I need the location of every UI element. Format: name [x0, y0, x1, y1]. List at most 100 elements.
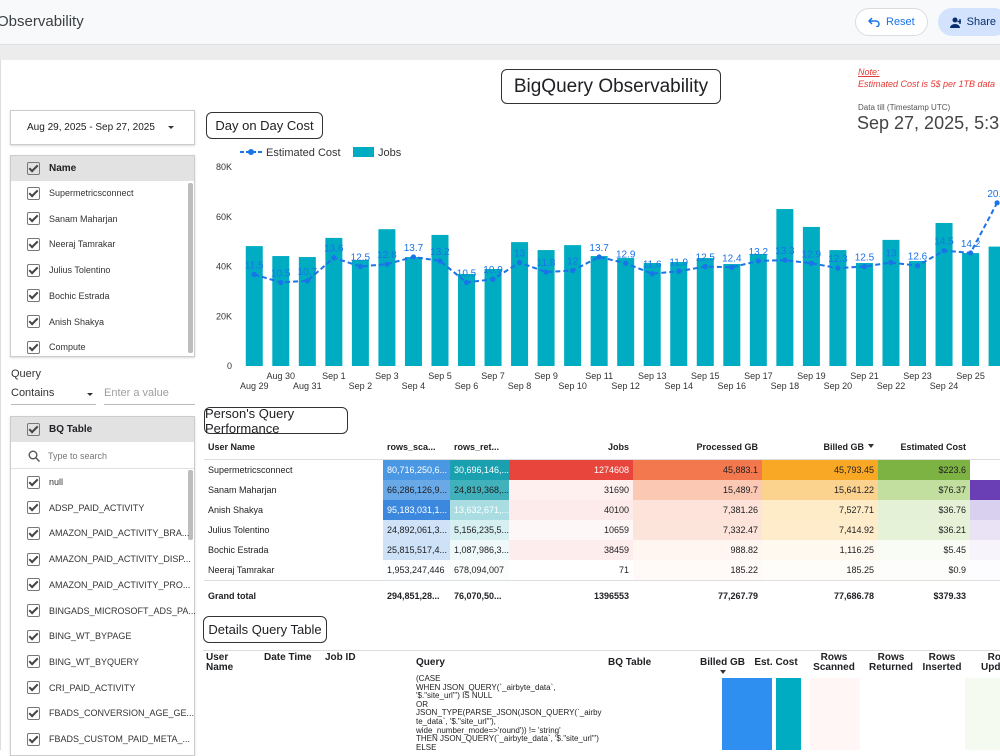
checkbox — [27, 552, 40, 566]
search-icon — [28, 450, 40, 462]
column-header[interactable]: Query — [416, 658, 496, 668]
column-header[interactable]: Rows Updated — [979, 653, 1000, 673]
bq-table-option[interactable]: FBADS_CUSTOM_PAID_META_... — [11, 729, 190, 749]
search-placeholder: Type to search — [48, 451, 108, 461]
bq-table-option[interactable]: CRI_PAID_ACTIVITY — [11, 678, 135, 698]
name-option[interactable]: Sanam Maharjan — [11, 209, 118, 229]
column-header[interactable]: User Name — [206, 653, 256, 673]
scrollbar[interactable] — [188, 183, 193, 353]
x-tick-label: Sep 13 — [638, 371, 667, 381]
bar — [829, 250, 847, 366]
bq-table-option[interactable]: ADSP_PAID_ACTIVITY — [11, 498, 144, 518]
column-header[interactable]: Rows Scanned — [811, 653, 857, 673]
name-option[interactable]: Supermetricsconnect — [11, 183, 134, 203]
query-line: te_data`, '$."site_url"'), — [416, 716, 496, 726]
column-header-label: Rows Returned — [869, 652, 913, 673]
table-cell: Anish Shakya — [208, 505, 264, 515]
bq-table-option[interactable]: AMAZON_PAID_ACTIVITY_BRA... — [11, 523, 189, 543]
column-header[interactable]: Rows Returned — [865, 653, 917, 673]
name-option-label: Neeraj Tamrakar — [49, 239, 116, 250]
column-header[interactable]: User Name — [204, 435, 383, 460]
search-box[interactable]: Type to search — [11, 444, 194, 469]
bar — [272, 256, 290, 366]
legend-swatch — [353, 147, 374, 157]
name-option[interactable]: Bochic Estrada — [11, 286, 110, 306]
bq-table-option[interactable]: BING_WT_BYPAGE — [11, 626, 131, 646]
checkbox — [27, 212, 40, 226]
name-option-label: Julius Tolentino — [49, 265, 111, 276]
reset-button[interactable]: Reset — [855, 8, 928, 36]
name-filter-header[interactable]: Name — [11, 156, 194, 181]
column-header-label: BQ Table — [608, 657, 652, 668]
share-label: Share — [966, 16, 996, 28]
y-tick-label: 40K — [216, 262, 232, 272]
bq-table-option[interactable]: AMAZON_PAID_ACTIVITY_PRO... — [11, 575, 190, 595]
table-cell: $5.45 — [878, 540, 970, 560]
table-cell: 7,381.26 — [633, 500, 762, 520]
cost-point — [570, 267, 576, 274]
bar — [696, 258, 714, 366]
x-tick-label: Sep 7 — [481, 371, 505, 381]
x-tick-label: Sep 12 — [611, 381, 640, 391]
column-header[interactable]: Date Time — [264, 653, 322, 663]
name-option[interactable]: Julius Tolentino — [11, 260, 110, 280]
column-header[interactable]: Jobs — [509, 435, 633, 460]
column-header[interactable]: rows_ret... — [450, 435, 509, 460]
column-header[interactable]: Billed GB — [762, 435, 878, 460]
total-cell: 76,070,50... — [454, 591, 502, 601]
query-line: (CASE — [416, 675, 441, 683]
x-tick-label: Aug 30 — [267, 371, 296, 381]
bar — [882, 239, 900, 366]
table-cell: 24,819,368,... — [450, 480, 509, 500]
column-header[interactable]: Estimated Cost — [878, 435, 970, 460]
table-cell: 185.25 — [762, 560, 878, 581]
checkbox — [27, 289, 40, 303]
cost-point — [543, 269, 549, 275]
data-label: 12.5 — [855, 253, 875, 264]
column-header[interactable]: BQ Table — [608, 658, 688, 668]
data-label: 13 — [885, 249, 897, 260]
bq-table-option[interactable]: AMAZON_PAID_ACTIVITY_DISP... — [11, 549, 191, 569]
bar — [458, 273, 476, 366]
column-header[interactable]: rows_sca... — [383, 435, 450, 460]
column-header[interactable]: Processed GB — [633, 435, 762, 460]
name-option[interactable]: Neeraj Tamrakar — [11, 234, 115, 254]
table-row: Julius Tolentino 24,892,061,3... 5,156,235… — [204, 520, 1000, 540]
scrollbar[interactable] — [188, 470, 193, 540]
bq-table-option[interactable]: BING_WT_BYQUERY — [11, 652, 139, 672]
x-tick-label: Sep 8 — [508, 381, 532, 391]
date-range-picker[interactable]: Aug 29, 2025 - Sep 27, 2025 — [10, 110, 195, 145]
bar — [511, 242, 529, 366]
bq-table-option[interactable]: null — [11, 472, 63, 492]
column-header[interactable]: Job ID — [325, 653, 385, 663]
data-label: 14.5 — [934, 237, 954, 248]
bq-table-header[interactable]: BQ Table — [11, 417, 194, 442]
query-input[interactable]: Enter a value — [104, 387, 195, 405]
heat-cell — [970, 520, 1000, 540]
bar — [988, 246, 1000, 366]
data-label: 11.9 — [669, 257, 688, 268]
y-tick-label: 60K — [216, 212, 232, 222]
column-header[interactable]: Rows Inserted — [919, 653, 965, 673]
x-tick-label: Sep 1 — [322, 371, 346, 381]
cost-point — [702, 263, 708, 270]
table-cell: 15,489.7 — [633, 480, 762, 500]
bq-table-option[interactable]: FBADS_CONVERSION_AGE_GE... — [11, 703, 194, 723]
column-header-label: User Name — [206, 652, 234, 673]
share-button[interactable]: Share — [938, 8, 1000, 36]
cost-point — [994, 200, 1000, 206]
query-operator[interactable]: Contains — [11, 387, 96, 405]
name-option[interactable]: Anish Shakya — [11, 312, 104, 332]
bq-table-option[interactable]: BINGADS_MICROSOFT_ADS_PA... — [11, 601, 196, 621]
column-header-cut — [970, 435, 1000, 460]
heat-cell — [970, 459, 1000, 480]
bar — [617, 258, 635, 366]
checkbox — [27, 706, 40, 720]
data-label: 11.5 — [245, 260, 264, 271]
name-option[interactable]: Compute — [11, 337, 86, 357]
data-label: 10.5 — [457, 268, 477, 279]
column-header[interactable]: Billed GB — [700, 658, 745, 677]
table-cell: Sanam Maharjan — [208, 485, 277, 495]
table-cell: $36.21 — [878, 520, 970, 540]
column-header[interactable]: Est. Cost — [752, 658, 800, 668]
